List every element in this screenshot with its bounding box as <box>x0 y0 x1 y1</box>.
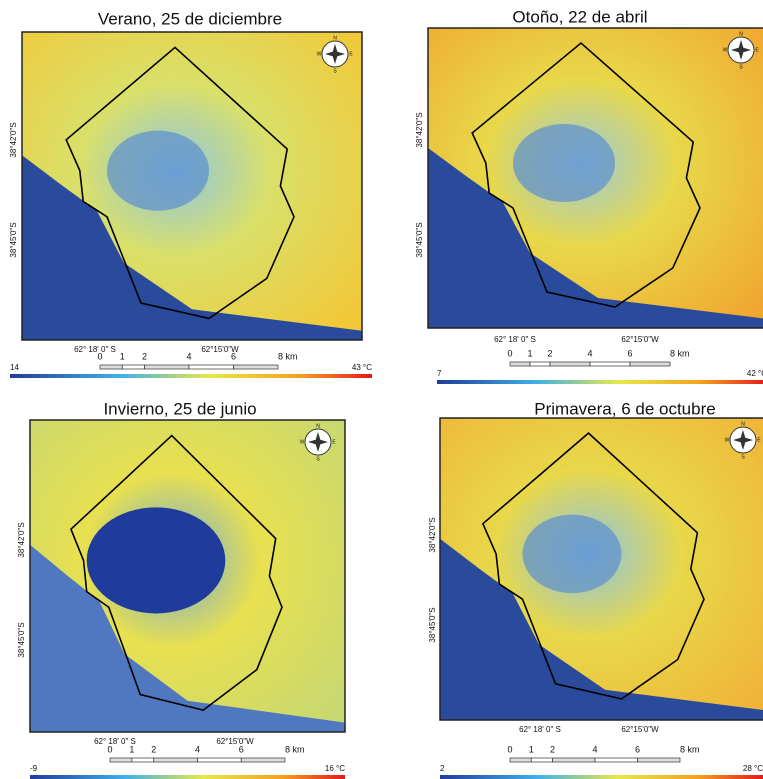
latitude-label: 38°45'0"S <box>17 622 26 657</box>
scale-bar-segment <box>630 362 670 366</box>
colorbar-max: 28 °C <box>743 764 763 773</box>
scale-bar-segment <box>234 365 279 369</box>
colorbar-min: 2 <box>440 764 445 773</box>
scale-bar-segment <box>100 365 122 369</box>
figure: NWESVerano, 25 de diciembre38°42'0"S38°4… <box>0 0 763 779</box>
scale-label: 4 <box>186 351 191 361</box>
scale-label: 4 <box>587 348 592 358</box>
colorbar-max: 43 °C <box>352 363 372 372</box>
scale-bar-segment <box>189 365 234 369</box>
colorbar-min: 7 <box>437 369 442 378</box>
scale-label: 6 <box>239 744 244 754</box>
scale-label: 6 <box>627 348 632 358</box>
urban-core <box>87 507 226 613</box>
scale-bar-segment <box>198 758 242 762</box>
scale-bar-segment <box>110 758 132 762</box>
colorbar-min: -9 <box>30 764 38 773</box>
latitude-label: 38°42'0"S <box>428 517 437 552</box>
urban-core <box>513 124 615 202</box>
compass-letter: N <box>741 421 745 427</box>
colorbar-min: 14 <box>10 363 19 372</box>
urban-core <box>107 131 209 211</box>
compass-letter: N <box>739 31 743 37</box>
longitude-label: 62° 18' 0" S <box>494 335 536 344</box>
longitude-label: 62° 18' 0" S <box>74 345 116 354</box>
panel-title: Invierno, 25 de junio <box>103 399 256 418</box>
latitude-label: 38°45'0"S <box>9 222 18 257</box>
scale-label: 6 <box>231 351 236 361</box>
scale-label: 8 km <box>278 351 298 361</box>
scale-label: 2 <box>151 744 156 754</box>
latitude-label: 38°42'0"S <box>17 522 26 557</box>
latitude-label: 38°45'0"S <box>428 607 437 642</box>
scale-label: 4 <box>195 744 200 754</box>
scale-bar-segment <box>638 758 681 762</box>
scale-bar-segment <box>145 365 190 369</box>
compass-letter: W <box>723 47 728 53</box>
scale-bar-segment <box>531 758 552 762</box>
scale-bar-segment <box>122 365 144 369</box>
scale-label: 1 <box>529 744 534 754</box>
scale-label: 8 km <box>680 744 700 754</box>
scale-label: 0 <box>507 744 512 754</box>
scale-bar-segment <box>553 758 596 762</box>
scale-label: 1 <box>527 348 532 358</box>
scale-bar-segment <box>132 758 154 762</box>
colorbar <box>437 380 763 384</box>
longitude-label: 62°15'0"W <box>216 737 254 746</box>
scale-label: 4 <box>592 744 597 754</box>
map-panel: NWESPrimavera, 6 de octubre38°42'0"S38°4… <box>428 399 763 779</box>
scale-label: 2 <box>547 348 552 358</box>
compass-letter: W <box>300 439 305 445</box>
page: NWESVerano, 25 de diciembre38°42'0"S38°4… <box>0 0 763 779</box>
scale-label: 6 <box>635 744 640 754</box>
scale-label: 1 <box>120 351 125 361</box>
longitude-label: 62°15'0"W <box>621 725 659 734</box>
colorbar <box>30 775 345 779</box>
colorbar-max: 42 °C <box>747 369 763 378</box>
urban-core <box>523 515 622 594</box>
scale-bar-segment <box>550 362 590 366</box>
scale-label: 2 <box>142 351 147 361</box>
scale-bar-segment <box>510 758 531 762</box>
scale-bar-segment <box>590 362 630 366</box>
latitude-label: 38°42'0"S <box>9 122 18 157</box>
scale-label: 1 <box>129 744 134 754</box>
scale-bar-segment <box>595 758 638 762</box>
panel-title: Otoño, 22 de abril <box>512 7 647 26</box>
compass-letter: W <box>317 51 322 57</box>
panel-title: Primavera, 6 de octubre <box>534 399 715 418</box>
colorbar <box>10 374 372 378</box>
scale-bar-segment <box>154 758 198 762</box>
longitude-label: 62° 18' 0" S <box>519 725 561 734</box>
scale-label: 2 <box>550 744 555 754</box>
colorbar-max: 16 °C <box>325 764 345 773</box>
scale-bar-segment <box>510 362 530 366</box>
latitude-label: 38°45'0"S <box>415 222 424 257</box>
scale-bar-segment <box>530 362 550 366</box>
longitude-label: 62°15'0"W <box>621 335 659 344</box>
scale-bar-segment <box>241 758 285 762</box>
panel-title: Verano, 25 de diciembre <box>98 9 282 28</box>
scale-label: 0 <box>107 744 112 754</box>
compass-letter: N <box>333 35 337 41</box>
scale-label: 0 <box>97 351 102 361</box>
scale-label: 8 km <box>285 744 305 754</box>
compass-letter: N <box>316 423 320 429</box>
scale-label: 0 <box>507 348 512 358</box>
latitude-label: 38°42'0"S <box>415 112 424 147</box>
scale-label: 8 km <box>670 348 690 358</box>
colorbar <box>440 775 763 779</box>
compass-letter: W <box>725 437 730 443</box>
